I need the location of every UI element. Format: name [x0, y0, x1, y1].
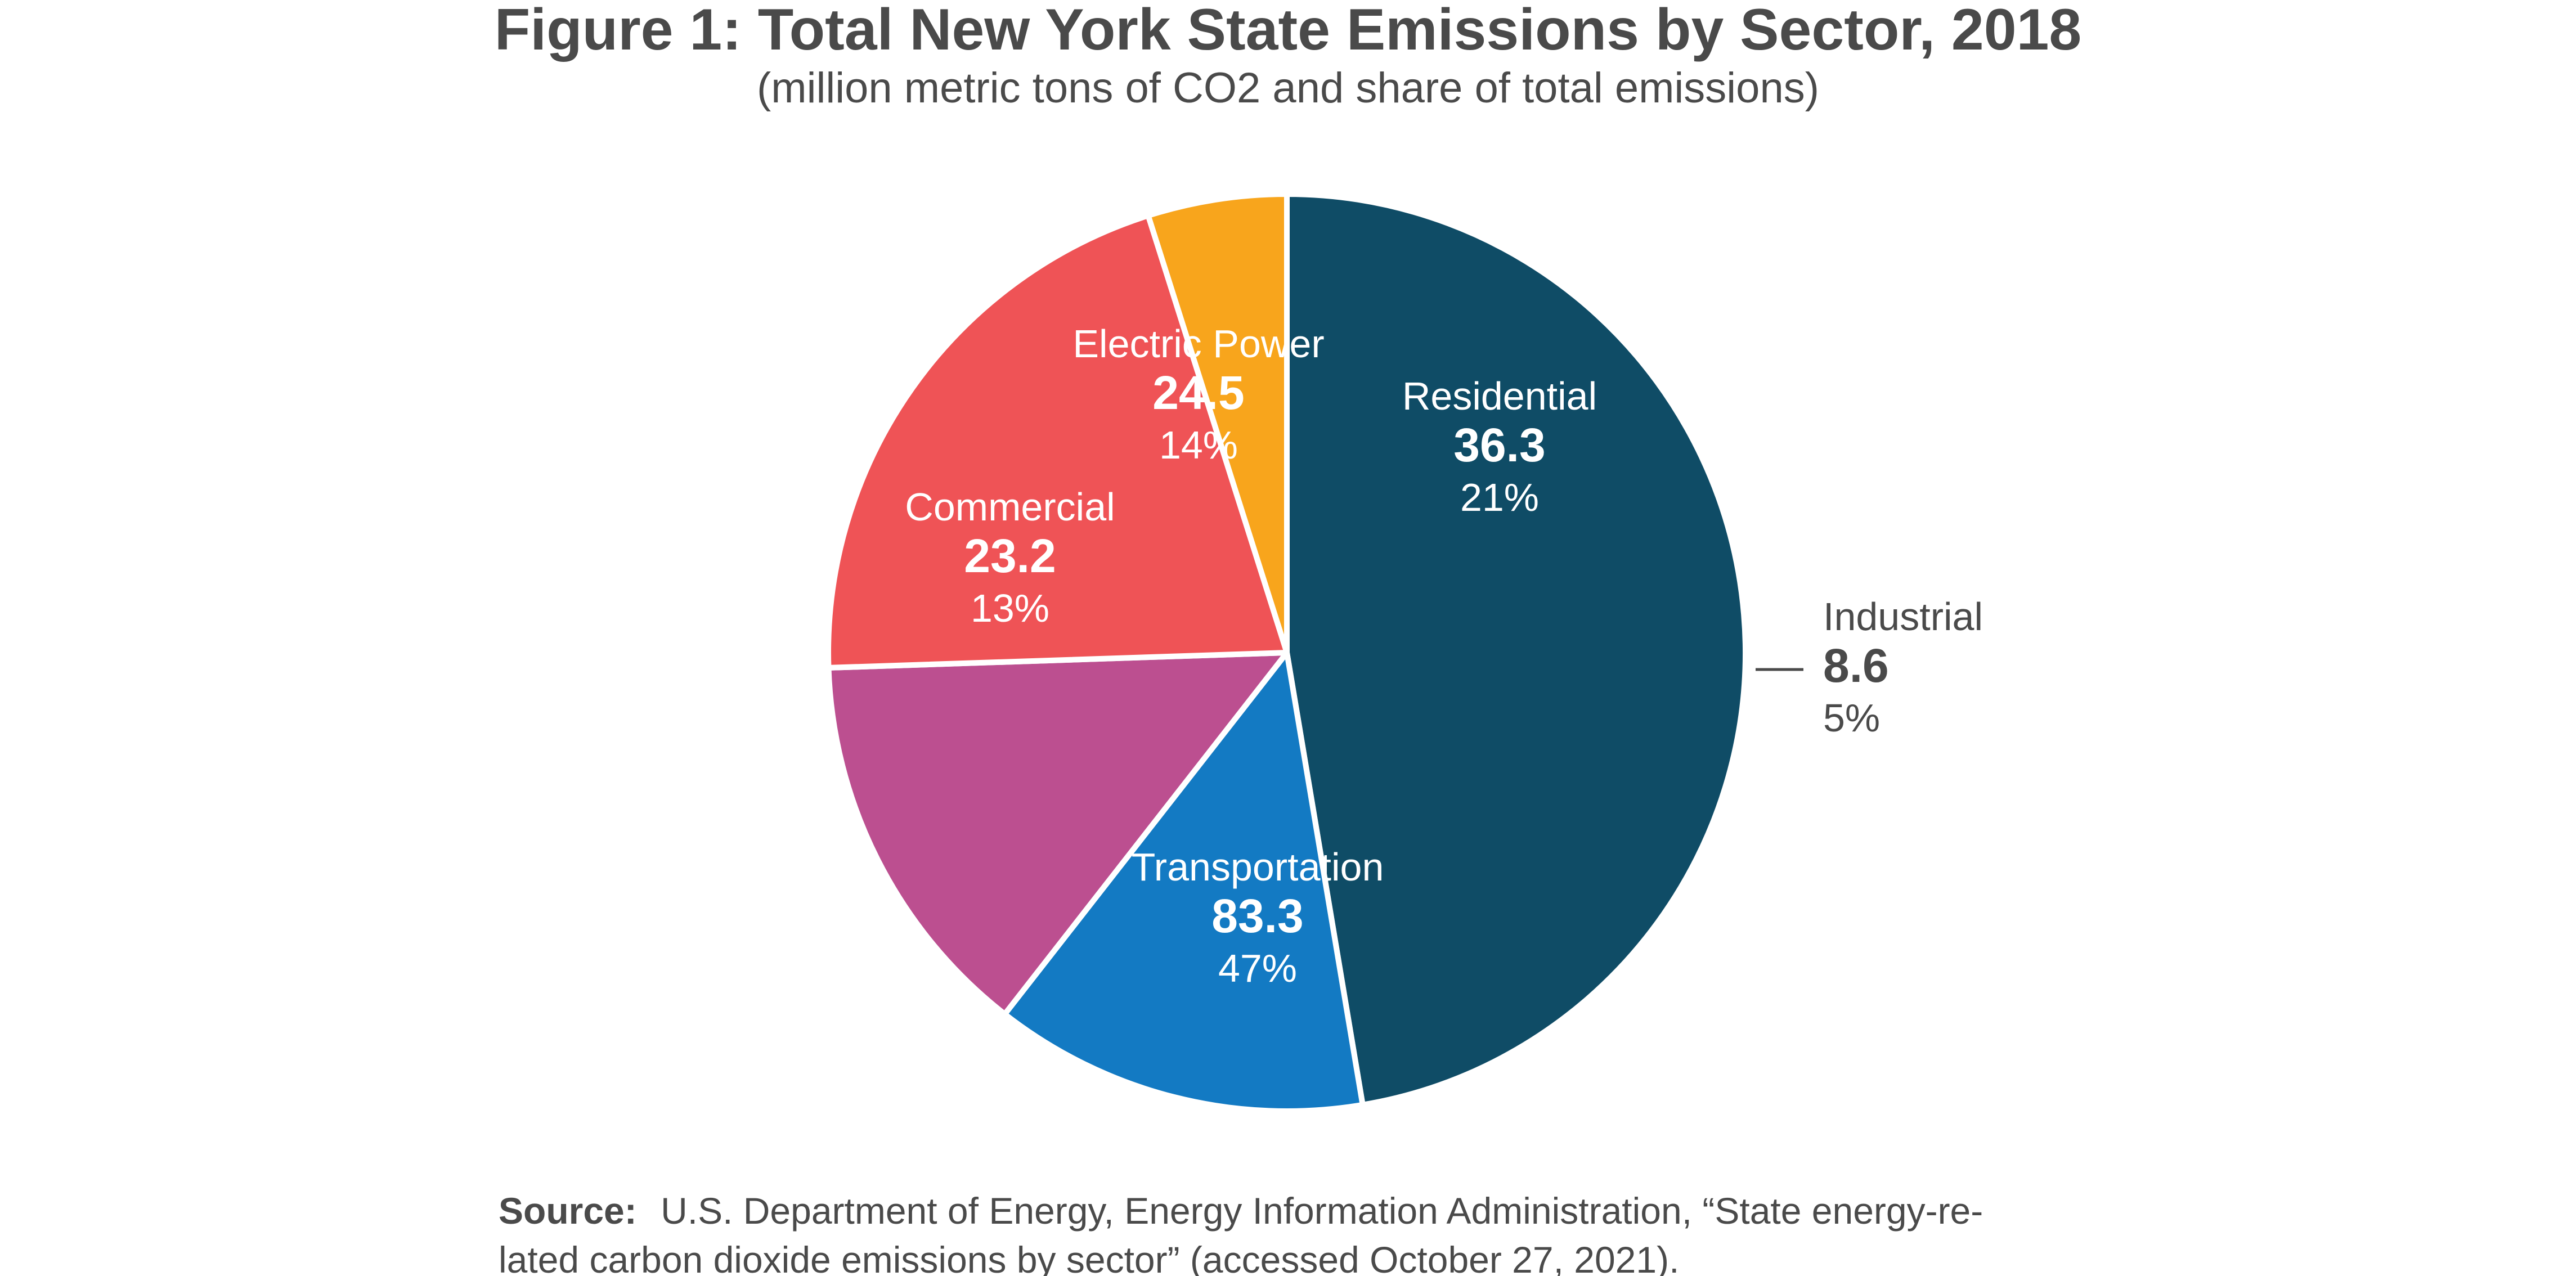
slice-value-electric-power: 24.5 — [1152, 366, 1245, 419]
pie-slice-residential — [825, 213, 1290, 671]
source-note-line2: lated carbon dioxide emissions by sector… — [499, 1239, 1679, 1276]
source-prefix: Source: — [499, 1190, 637, 1232]
slice-label-industrial: Industrial — [1823, 595, 1983, 639]
slice-value-industrial: 8.6 — [1823, 639, 1889, 692]
pie-slice-transportation — [1284, 191, 1748, 1108]
slice-value-commercial: 23.2 — [964, 529, 1056, 582]
slice-percent-electric-power: 14% — [1159, 423, 1238, 467]
pie-slice-industrial — [1145, 191, 1290, 655]
slice-percent-commercial: 13% — [971, 586, 1049, 630]
slice-label-electric-power: Electric Power — [1072, 322, 1324, 366]
slice-value-residential: 36.3 — [1453, 419, 1546, 471]
slice-percent-industrial: 5% — [1823, 696, 1880, 740]
chart-subtitle: (million metric tons of CO2 and share of… — [757, 64, 1819, 112]
slice-percent-residential: 21% — [1460, 475, 1539, 519]
pie-slice-electric-power — [825, 650, 1290, 1017]
slice-label-commercial: Commercial — [905, 485, 1115, 529]
source-note-line1: Source: U.S. Department of Energy, Energ… — [499, 1190, 1983, 1232]
slice-value-transportation: 83.3 — [1211, 889, 1304, 942]
source-text-line1: U.S. Department of Energy, Energy Inform… — [661, 1190, 1983, 1232]
slice-label-transportation: Transportation — [1132, 845, 1384, 889]
pie-slice-commercial — [1002, 650, 1366, 1114]
slice-label-residential: Residential — [1402, 374, 1597, 418]
chart-title: Figure 1: Total New York State Emissions… — [495, 0, 2082, 62]
slice-percent-transportation: 47% — [1218, 946, 1297, 990]
pie-slices — [825, 191, 1748, 1114]
